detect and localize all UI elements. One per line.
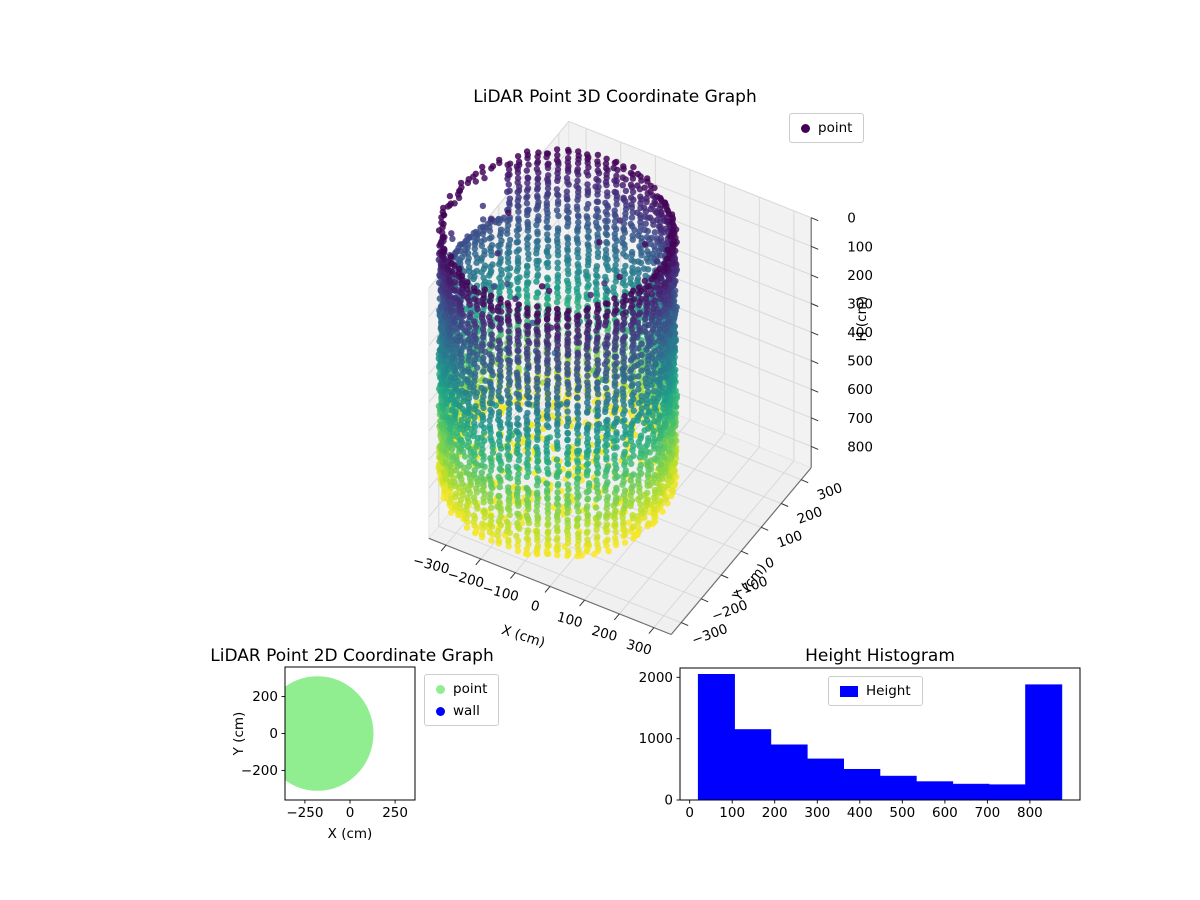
histogram-bars — [697, 673, 1063, 801]
legend-row: point — [801, 117, 852, 139]
svg-text:X (cm): X (cm) — [328, 826, 373, 842]
svg-text:600: 600 — [847, 382, 873, 398]
svg-text:250: 250 — [382, 805, 408, 821]
point-marker-icon — [436, 684, 445, 694]
svg-text:400: 400 — [847, 805, 873, 821]
svg-text:X (cm): X (cm) — [500, 622, 547, 651]
title-3d-chart: LiDAR Point 3D Coordinate Graph — [473, 87, 757, 107]
height-patch-icon — [840, 685, 858, 697]
svg-text:0: 0 — [269, 726, 278, 742]
svg-text:300: 300 — [815, 480, 845, 504]
svg-text:200: 200 — [762, 805, 788, 821]
svg-text:0: 0 — [529, 598, 541, 616]
svg-text:400: 400 — [847, 325, 873, 341]
svg-text:1000: 1000 — [639, 731, 673, 747]
svg-text:500: 500 — [847, 354, 873, 370]
svg-text:−300: −300 — [690, 621, 730, 649]
svg-text:−300: −300 — [411, 553, 451, 578]
svg-text:200: 200 — [795, 504, 825, 528]
point-cloud — [435, 146, 680, 560]
svg-text:2000: 2000 — [639, 670, 673, 686]
svg-text:100: 100 — [775, 528, 805, 552]
svg-text:300: 300 — [847, 297, 873, 313]
svg-text:800: 800 — [847, 439, 873, 455]
point-marker-icon — [801, 123, 810, 133]
svg-text:500: 500 — [889, 805, 915, 821]
wall-marker-icon — [436, 706, 445, 716]
svg-text:0: 0 — [664, 793, 673, 809]
svg-text:−200: −200 — [446, 567, 486, 592]
svg-text:0: 0 — [685, 805, 694, 821]
2d-scatter-axes: −250 0 250 −200 0 200 X (cm) Y (cm) — [231, 666, 416, 842]
svg-text:Y (cm): Y (cm) — [231, 712, 247, 757]
legend-3d: point — [789, 113, 865, 143]
svg-text:800: 800 — [1017, 805, 1043, 821]
legend-row: point — [436, 678, 487, 700]
svg-text:100: 100 — [719, 805, 745, 821]
title-histogram: Height Histogram — [805, 646, 955, 666]
svg-text:−250: −250 — [286, 805, 323, 821]
legend-label: Height — [866, 683, 911, 699]
svg-text:700: 700 — [847, 411, 873, 427]
svg-text:100: 100 — [555, 609, 584, 631]
legend-label: point — [453, 681, 488, 697]
svg-text:700: 700 — [975, 805, 1001, 821]
histogram-axes: 0 100 200 300 400 500 600 700 800 0 1000 2000 — [639, 667, 1081, 821]
legend-row: wall — [436, 700, 487, 722]
hist-tick-labels: 0 100 200 300 400 500 600 700 800 0 1000 2000 — [639, 670, 1043, 821]
svg-text:200: 200 — [252, 689, 278, 705]
svg-text:200: 200 — [847, 268, 873, 284]
svg-text:H (cm): H (cm) — [854, 296, 870, 342]
svg-text:−200: −200 — [241, 763, 278, 779]
legend-label: point — [818, 120, 853, 136]
title-2d-chart: LiDAR Point 2D Coordinate Graph — [210, 646, 494, 666]
hist-axes-frame — [679, 667, 1081, 801]
svg-text:0: 0 — [847, 211, 856, 227]
svg-text:−100: −100 — [480, 580, 520, 605]
svg-text:600: 600 — [932, 805, 958, 821]
legend-histogram: Height — [828, 676, 923, 706]
svg-text:0: 0 — [346, 805, 355, 821]
svg-text:300: 300 — [804, 805, 830, 821]
2d-point-region — [285, 676, 374, 791]
legend-2d: point wall — [424, 674, 500, 726]
svg-text:100: 100 — [847, 239, 873, 255]
legend-row: Height — [840, 680, 911, 702]
legend-label: wall — [453, 703, 480, 719]
2d-tick-labels: −250 0 250 −200 0 200 X (cm) Y (cm) — [231, 689, 408, 842]
svg-text:200: 200 — [590, 623, 619, 645]
svg-text:300: 300 — [624, 637, 653, 659]
